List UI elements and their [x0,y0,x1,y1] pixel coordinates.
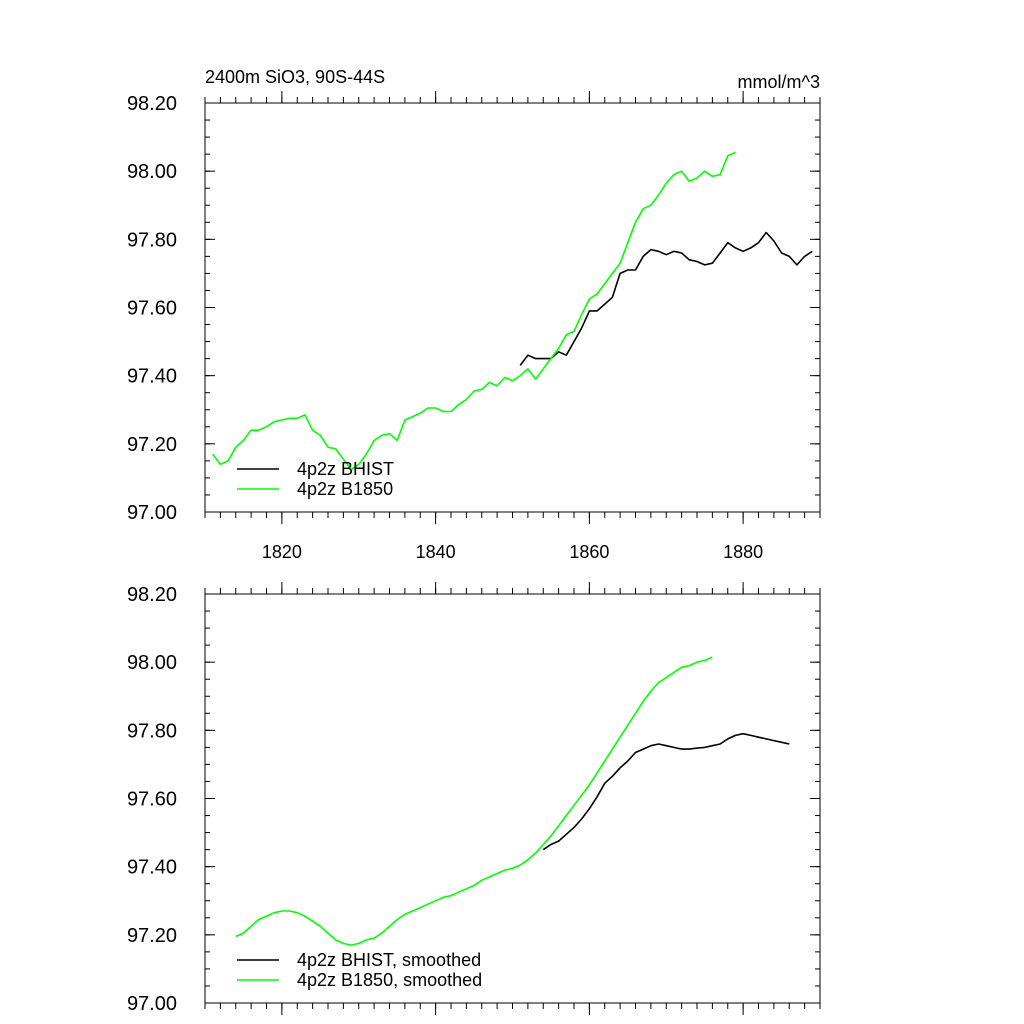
y-tick-label: 97.80 [127,720,177,742]
y-tick-label: 97.00 [127,502,177,524]
y-tick-label: 97.60 [127,789,177,811]
y-tick-label: 97.20 [127,925,177,947]
legend-label-0: 4p2z BHIST [297,459,394,479]
y-tick-label: 97.00 [127,993,177,1015]
series-line-1 [235,656,713,946]
series-line-0 [519,231,813,366]
x-tick-label: 1880 [723,542,763,562]
units-label: mmol/m^3 [738,72,820,92]
y-tick-label: 98.20 [127,584,177,606]
y-tick-label: 98.20 [127,93,177,115]
y-tick-label: 97.80 [127,229,177,251]
plot-frame [204,102,821,513]
series-line-0 [542,732,790,851]
x-tick-label: 1820 [262,542,302,562]
x-tick-label: 1860 [569,542,609,562]
bottom-panel: 97.00 97.20 97.40 97.60 97.80 98.00 98.20 4p2z … [127,582,821,1015]
series-line-1 [212,151,736,471]
legend-label-0: 4p2z BHIST, smoothed [297,950,481,970]
y-tick-label: 98.00 [127,652,177,674]
y-tick-label: 97.40 [127,366,177,388]
plot-frame [204,593,821,1004]
chart-title: 2400m SiO3, 90S-44S [205,67,385,87]
y-tick-label: 98.00 [127,161,177,183]
x-tick-label: 1840 [416,542,456,562]
y-tick-label: 97.60 [127,298,177,320]
top-panel: 97.00 97.20 97.40 97.60 97.80 98.00 98.20 1820 1… [127,67,821,562]
y-tick-label: 97.20 [127,434,177,456]
y-tick-label: 97.40 [127,857,177,879]
legend-label-1: 4p2z B1850, smoothed [297,970,482,990]
legend-label-1: 4p2z B1850 [297,479,393,499]
